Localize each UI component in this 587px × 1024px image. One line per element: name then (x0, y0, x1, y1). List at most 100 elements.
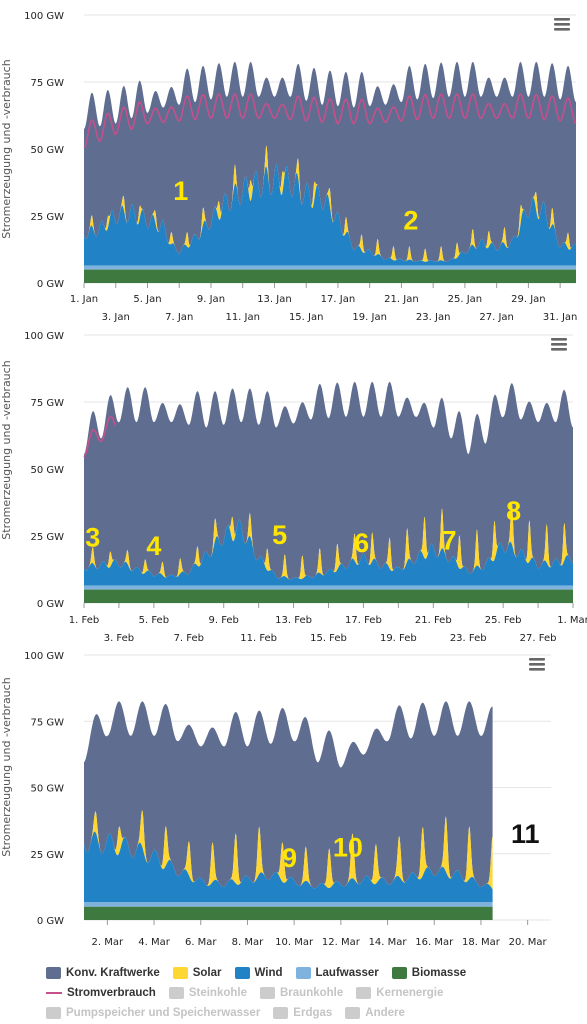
chart-panel-1: 0 GW 25 GW 50 GW 75 GW 100 GW Stromerzeugung … (0, 11, 577, 323)
legend-label: Steinkohle (188, 987, 247, 999)
legend-item-stromverbrauch[interactable]: Stromverbrauch (46, 987, 156, 999)
annotation-2: 2 (403, 205, 418, 235)
legend-item-wind[interactable]: Wind (234, 967, 283, 979)
legend-label: Andere (365, 1007, 405, 1019)
legend-label: Solar (192, 967, 222, 979)
legend-item-pumpspeicher-und-speicherwasser[interactable]: Pumpspeicher und Speicherwasser (46, 1007, 260, 1019)
x-tick-label: 27. Jan (479, 312, 514, 323)
y-tick-label: 25 GW (30, 532, 64, 543)
legend-item-andere[interactable]: Andere (345, 1007, 405, 1019)
legend-item-laufwasser[interactable]: Laufwasser (295, 967, 379, 979)
y-tick-label: 25 GW (30, 212, 64, 223)
x-tick-label: 21. Jan (384, 294, 419, 305)
x-tick-label: 3. Feb (104, 633, 134, 644)
menu-bar (554, 28, 570, 31)
legend-swatch (391, 967, 407, 979)
legend-label: Kernenergie (376, 987, 444, 999)
x-tick-label: 3. Jan (102, 312, 130, 323)
area-solar (84, 145, 576, 262)
x-tick-label: 5. Jan (133, 294, 161, 305)
menu-bar (554, 23, 570, 26)
x-tick-label: 11. Jan (225, 312, 260, 323)
y-tick-label: 75 GW (30, 78, 64, 89)
x-tick-label: 23. Jan (416, 312, 451, 323)
legend-swatch (356, 987, 372, 999)
menu-bar (551, 338, 567, 341)
y-tick-label: 75 GW (30, 398, 64, 409)
menu-bar (551, 348, 567, 351)
legend-label: Stromverbrauch (67, 987, 156, 999)
hamburger-menu-icon[interactable] (551, 338, 567, 351)
area-laufwasser (84, 265, 576, 270)
line-stromverbrauch (83, 415, 117, 458)
x-tick-label: 18. Mar (462, 937, 501, 948)
legend-label: Biomasse (411, 967, 467, 979)
y-tick-label: 25 GW (30, 850, 64, 861)
x-tick-label: 9. Jan (197, 294, 225, 305)
x-tick-label: 2. Mar (92, 937, 124, 948)
legend-item-konv-kraftwerke[interactable]: Konv. Kraftwerke (46, 967, 160, 979)
legend-item-biomasse[interactable]: Biomasse (391, 967, 467, 979)
y-tick-label: 0 GW (37, 599, 64, 610)
x-tick-label: 31. Jan (543, 312, 578, 323)
x-tick-label: 7. Jan (165, 312, 193, 323)
legend-swatch (46, 967, 61, 979)
hamburger-menu-icon[interactable] (554, 18, 570, 31)
chart-panel-2: 0 GW 25 GW 50 GW 75 GW 100 GW Stromerzeugung … (0, 331, 587, 644)
y-tick-label: 0 GW (37, 279, 64, 290)
x-tick-label: 1. Jan (70, 294, 98, 305)
x-tick-label: 27. Feb (520, 633, 557, 644)
hamburger-menu-icon[interactable] (529, 658, 545, 671)
legend-label: Erdgas (293, 1007, 333, 1019)
y-axis-title: Stromerzeugung und -verbrauch (0, 59, 13, 238)
annotation-5: 5 (272, 520, 287, 550)
area-konv-kraftwerke (84, 61, 576, 262)
y-tick-label: 100 GW (24, 651, 64, 662)
legend-label: Pumpspeicher und Speicherwasser (66, 1007, 261, 1019)
menu-bar (554, 18, 570, 21)
y-axis-title: Stromerzeugung und -verbrauch (0, 360, 13, 539)
x-tick-label: 21. Feb (415, 615, 452, 626)
x-tick-label: 14. Mar (369, 937, 408, 948)
x-tick-label: 29. Jan (511, 294, 546, 305)
legend-item-braunkohle[interactable]: Braunkohle (260, 987, 343, 999)
legend-row-3: Pumpspeicher und Speicherwasser Erdgas And… (46, 1003, 586, 1023)
area-laufwasser (84, 902, 493, 907)
legend-label: Laufwasser (315, 967, 379, 979)
annotation-7: 7 (441, 525, 456, 555)
x-tick-label: 25. Feb (485, 615, 522, 626)
x-tick-label: 19. Jan (352, 312, 387, 323)
x-tick-label: 10. Mar (275, 937, 314, 948)
x-tick-label: 17. Feb (345, 615, 382, 626)
x-tick-label: 20. Mar (509, 937, 548, 948)
x-tick-label: 11. Feb (240, 633, 277, 644)
y-tick-label: 0 GW (37, 916, 64, 927)
legend-swatch (260, 987, 275, 999)
annotation-6: 6 (354, 528, 369, 558)
annotation-4: 4 (146, 531, 161, 561)
legend-item-erdgas[interactable]: Erdgas (273, 1007, 332, 1019)
y-tick-label: 100 GW (24, 331, 64, 342)
legend-swatch (345, 1007, 361, 1019)
legend-item-solar[interactable]: Solar (172, 967, 222, 979)
legend-item-kernenergie[interactable]: Kernenergie (356, 987, 443, 999)
menu-bar (529, 658, 545, 661)
annotation-9: 9 (282, 843, 297, 873)
area-konv-kraftwerke (84, 701, 493, 889)
legend-row-1: Konv. Kraftwerke Solar Wind Laufwasser Bioma… (46, 963, 586, 983)
y-tick-label: 100 GW (24, 11, 64, 22)
x-tick-label: 15. Jan (289, 312, 324, 323)
y-axis-title: Stromerzeugung und -verbrauch (0, 677, 13, 856)
x-tick-label: 8. Mar (232, 937, 264, 948)
annotation-1: 1 (173, 176, 188, 206)
area-wind (84, 519, 573, 586)
legend-item-steinkohle[interactable]: Steinkohle (168, 987, 247, 999)
menu-bar (529, 668, 545, 671)
x-tick-label: 15. Feb (310, 633, 347, 644)
area-konv-kraftwerke (84, 381, 573, 580)
legend-label: Konv. Kraftwerke (66, 967, 160, 979)
area-biomasse (84, 906, 493, 920)
menu-bar (551, 343, 567, 346)
area-biomasse (84, 269, 576, 283)
